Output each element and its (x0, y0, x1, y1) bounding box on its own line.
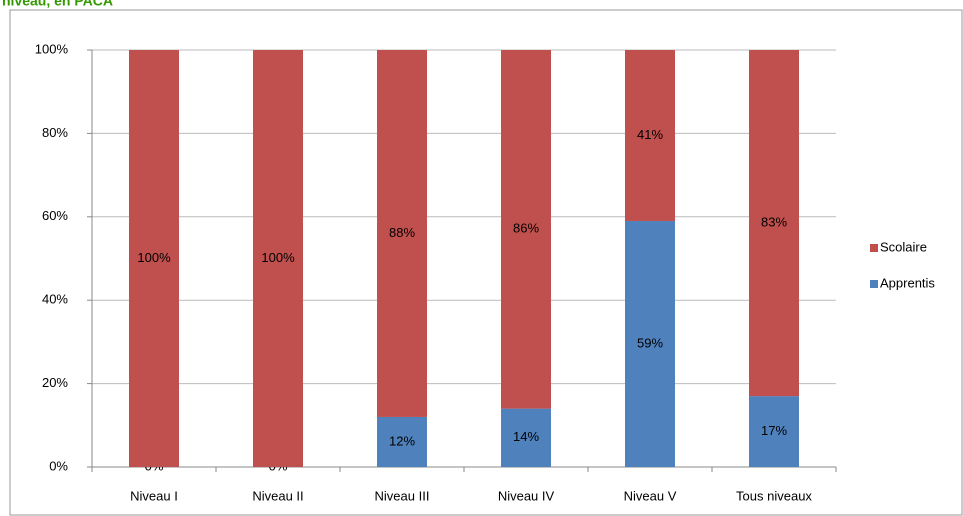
x-tick-label: Niveau I (130, 488, 178, 503)
bar-segment (253, 50, 303, 467)
data-label: 17% (761, 423, 787, 438)
legend-swatch (870, 244, 878, 252)
data-label: 86% (513, 221, 539, 236)
y-tick-label: 80% (42, 125, 68, 140)
legend-swatch (870, 280, 878, 288)
data-label: 100% (137, 250, 171, 265)
data-label: 100% (261, 250, 295, 265)
y-tick-label: 40% (42, 292, 68, 307)
bar-segment (501, 50, 551, 409)
data-label: 88% (389, 225, 415, 240)
y-tick-label: 20% (42, 375, 68, 390)
data-label: 83% (761, 214, 787, 229)
legend-label: Scolaire (880, 239, 927, 254)
bar-segment (501, 408, 551, 467)
bar-segment (625, 50, 675, 221)
y-tick-label: 100% (35, 41, 69, 56)
bar-segment (129, 50, 179, 467)
data-label: 14% (513, 429, 539, 444)
y-tick-label: 0% (49, 458, 68, 473)
x-tick-label: Tous niveaux (736, 488, 812, 503)
legend-label: Apprentis (880, 275, 935, 290)
data-label: 12% (389, 433, 415, 448)
data-label: 41% (637, 127, 663, 142)
x-tick-label: Niveau IV (498, 488, 555, 503)
bar-segment (377, 50, 427, 417)
bar-segment (625, 220, 675, 467)
bar-segment (377, 416, 427, 467)
y-tick-label: 60% (42, 208, 68, 223)
x-tick-label: Niveau III (375, 488, 430, 503)
x-tick-label: Niveau II (252, 488, 303, 503)
bar-segment (749, 396, 799, 467)
bar-segment (749, 50, 799, 397)
data-label: 59% (637, 335, 663, 350)
x-tick-label: Niveau V (624, 488, 677, 503)
chart-title: niveau, en PACA (2, 0, 113, 9)
